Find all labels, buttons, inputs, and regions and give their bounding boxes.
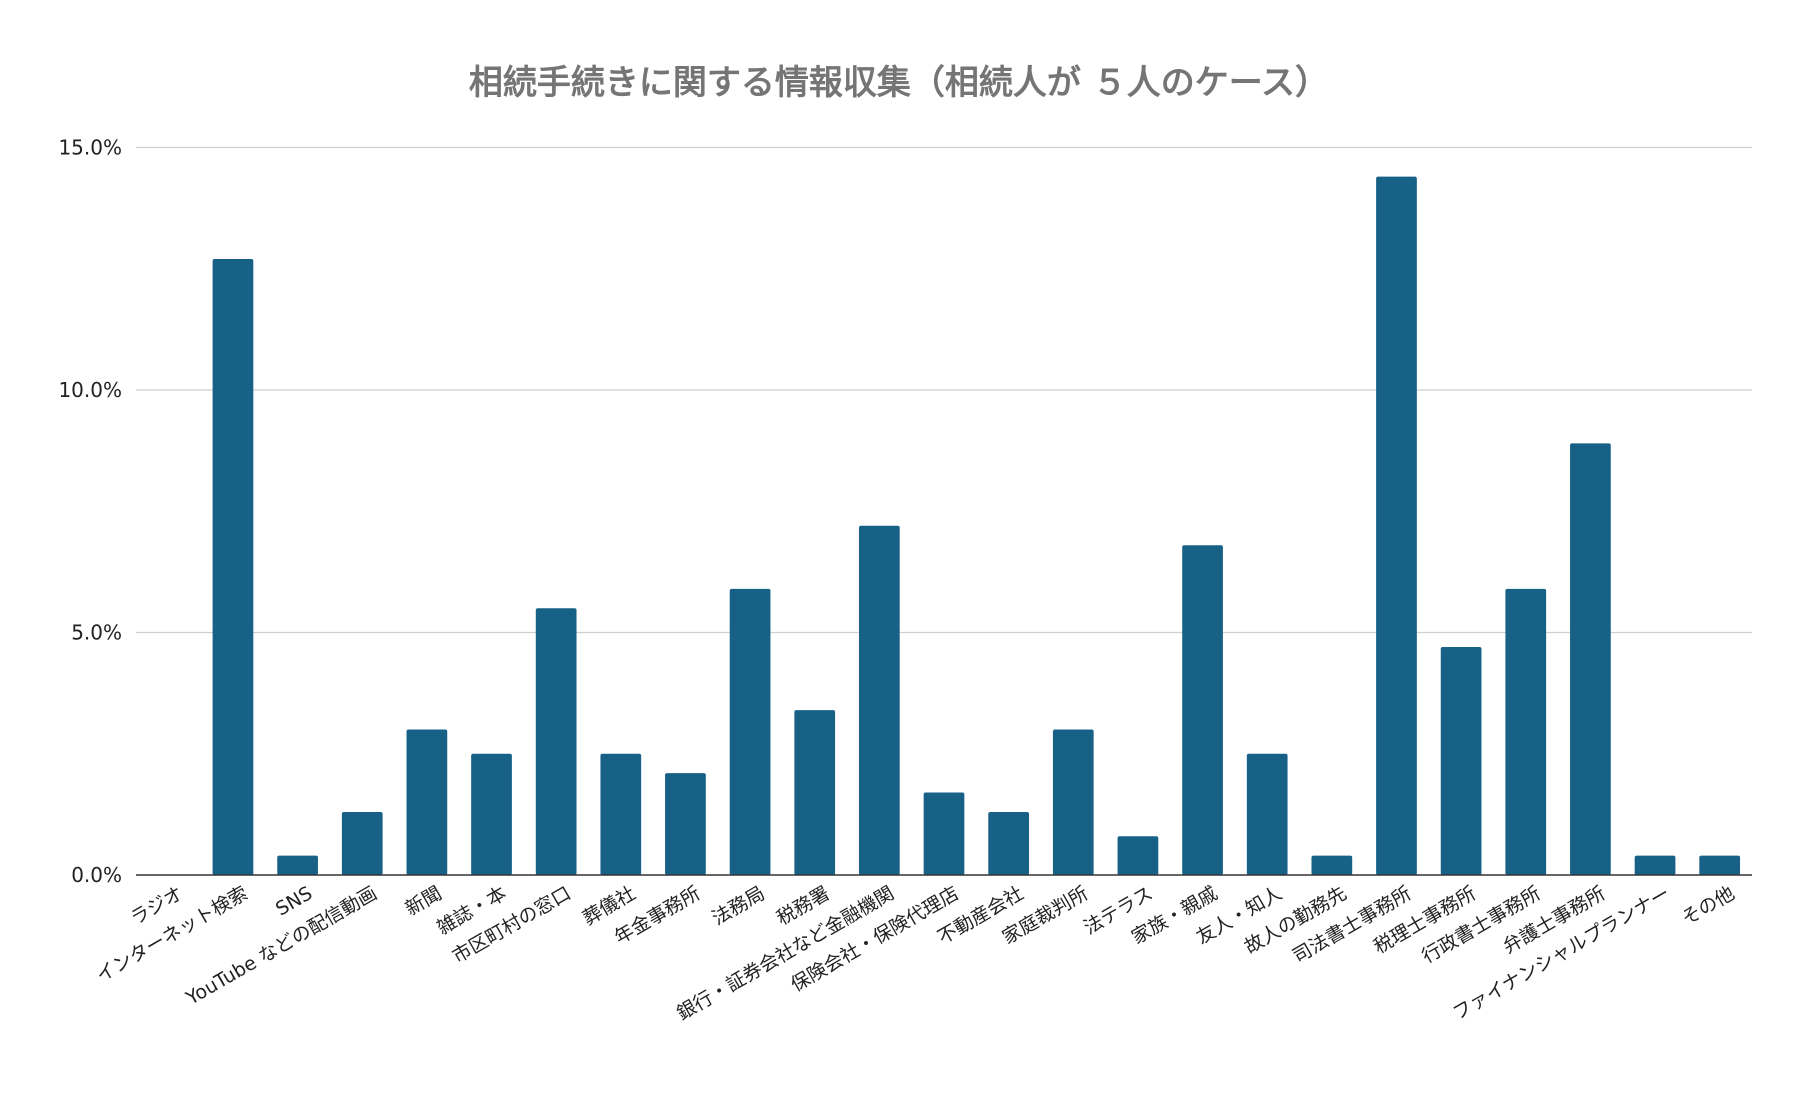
bar: [1570, 443, 1611, 875]
x-tick-label: SNS: [272, 882, 316, 920]
y-tick-label: 10.0%: [58, 378, 122, 402]
bar: [1505, 588, 1547, 875]
gridlines: [136, 146, 1752, 634]
bar: [341, 811, 383, 875]
bar: [1376, 176, 1417, 876]
y-tick-label: 5.0%: [71, 621, 122, 645]
bar: [729, 588, 771, 875]
x-tick-label: 法務局: [708, 882, 768, 930]
bar: [471, 753, 512, 875]
x-tick-label: 新聞: [402, 882, 446, 920]
bar: [794, 710, 836, 875]
x-tick-label: その他: [1678, 882, 1738, 930]
bar: [1246, 753, 1288, 875]
bars: [212, 176, 1741, 876]
bar: [665, 773, 706, 875]
bar: [277, 855, 318, 875]
bar: [1699, 855, 1741, 875]
bar: [1117, 836, 1159, 875]
bar: [923, 792, 965, 875]
y-axis-ticks: 0.0% 5.0% 10.0% 15.0%: [58, 136, 122, 888]
y-tick-label: 0.0%: [71, 863, 122, 887]
bar: [988, 811, 1030, 875]
bar: [1440, 647, 1482, 875]
bar: [1182, 545, 1223, 875]
bar: [1052, 729, 1094, 875]
chart-title: 相続手続きに関する情報収集（相続人が ５人のケース）: [469, 63, 1329, 103]
bar: [406, 729, 448, 875]
bar: [1311, 855, 1353, 875]
bar: [535, 608, 577, 875]
bar: [212, 259, 254, 875]
y-tick-label: 15.0%: [58, 136, 122, 160]
bar: [600, 753, 642, 875]
bar: [1634, 855, 1676, 875]
bar: [858, 525, 900, 875]
